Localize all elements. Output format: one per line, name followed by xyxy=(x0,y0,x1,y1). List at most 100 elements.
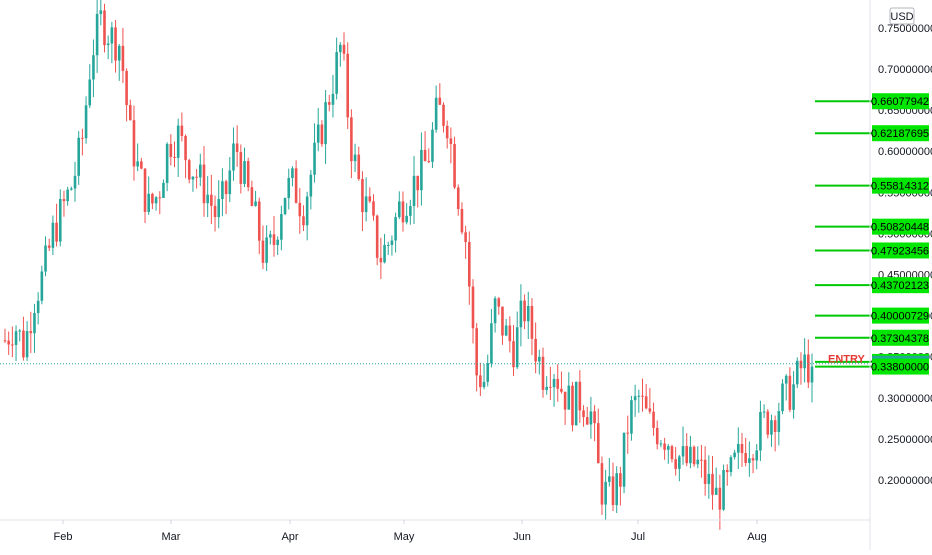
price-tick-label: 0.25000000 xyxy=(878,434,932,446)
candle-body xyxy=(515,327,519,368)
candle-body xyxy=(187,160,191,180)
candle-body xyxy=(600,463,604,505)
candle-body xyxy=(22,330,25,358)
candle-body xyxy=(578,381,582,411)
candle-body xyxy=(154,197,158,204)
candle-body xyxy=(530,306,534,339)
price-tick-label: 0.20000000 xyxy=(878,475,932,487)
candle-body xyxy=(250,187,254,206)
candle-body xyxy=(593,411,596,424)
candle-body xyxy=(644,396,648,409)
candle-body xyxy=(7,340,10,345)
candle-body xyxy=(526,306,530,322)
candle-body xyxy=(47,245,51,248)
time-tick-label: Apr xyxy=(281,531,298,543)
candle-body xyxy=(549,386,552,388)
candle-body xyxy=(552,378,556,388)
candle-body xyxy=(106,43,110,46)
candle-body xyxy=(25,331,29,358)
candle-body xyxy=(534,338,537,362)
time-tick-label: May xyxy=(394,531,415,543)
candle-body xyxy=(327,102,331,105)
price-tick-label: 0.30000000 xyxy=(878,393,932,405)
candle-body xyxy=(655,427,659,445)
candle-body xyxy=(309,174,313,197)
candle-body xyxy=(504,325,508,336)
candle-body xyxy=(405,215,408,223)
target-price-badge-text: 0.47923456 xyxy=(871,245,929,257)
candle-body xyxy=(51,222,55,248)
candle-body xyxy=(147,193,151,212)
candle-body xyxy=(84,105,88,139)
candle-body xyxy=(755,450,759,461)
candlestick-series xyxy=(3,0,814,530)
target-price-badge xyxy=(872,93,929,110)
candle-body xyxy=(423,149,427,162)
candle-body xyxy=(479,375,482,388)
candle-body xyxy=(246,161,250,188)
candle-body xyxy=(331,93,335,105)
candle-body xyxy=(508,325,512,342)
candle-body xyxy=(733,452,736,458)
candle-body xyxy=(707,473,711,484)
candle-body xyxy=(464,232,467,243)
time-axis[interactable]: Feb Mar Apr May Jun Jul Aug xyxy=(54,520,767,543)
time-tick-label: Mar xyxy=(162,531,181,543)
target-price-badge-text: 0.37304378 xyxy=(871,333,929,345)
candle-body xyxy=(681,446,685,457)
candle-body xyxy=(807,354,810,383)
candle-body xyxy=(777,411,781,432)
candle-body xyxy=(666,446,670,450)
candle-body xyxy=(556,378,560,389)
candle-body xyxy=(810,366,814,383)
candle-body xyxy=(213,205,217,218)
entry-price-badge-text: 0.33800000 xyxy=(871,362,929,374)
candle-body xyxy=(773,420,777,432)
candle-body xyxy=(490,323,493,364)
candle-body xyxy=(176,125,180,158)
candle-body xyxy=(257,201,261,241)
candle-body xyxy=(162,182,165,198)
candle-body xyxy=(375,215,379,258)
candle-body xyxy=(512,341,515,368)
candle-body xyxy=(696,459,700,465)
time-tick-label: Jun xyxy=(513,531,531,543)
candle-body xyxy=(291,168,294,178)
entry-price-badge xyxy=(872,358,929,375)
candle-body xyxy=(453,144,456,188)
currency-label[interactable]: USD xyxy=(889,7,915,25)
candle-body xyxy=(486,363,490,382)
candle-body xyxy=(269,234,272,238)
candle-body xyxy=(442,104,445,126)
candle-body xyxy=(678,456,681,469)
candle-body xyxy=(313,142,316,175)
candle-body xyxy=(55,222,58,242)
candle-body xyxy=(44,245,47,272)
candle-body xyxy=(14,331,18,345)
candle-body xyxy=(637,395,641,397)
time-tick-label: Feb xyxy=(54,531,73,543)
candle-body xyxy=(283,198,287,215)
candle-body xyxy=(497,298,501,307)
candle-body xyxy=(110,27,114,44)
candle-body xyxy=(585,417,589,425)
candle-body xyxy=(305,196,309,226)
target-price-badge xyxy=(872,329,929,346)
candle-body xyxy=(792,384,795,410)
candle-body xyxy=(158,197,162,199)
candle-body xyxy=(401,201,405,223)
candle-body xyxy=(523,300,526,322)
candle-body xyxy=(103,10,106,46)
candle-body xyxy=(169,143,173,157)
candle-body xyxy=(298,202,302,217)
candle-body xyxy=(611,476,615,506)
candle-body xyxy=(70,188,73,190)
candle-body xyxy=(195,176,198,178)
candle-body xyxy=(276,239,279,246)
target-price-badge xyxy=(872,125,929,142)
candle-body xyxy=(368,196,372,202)
candle-body xyxy=(427,161,431,163)
candle-body xyxy=(431,129,434,162)
